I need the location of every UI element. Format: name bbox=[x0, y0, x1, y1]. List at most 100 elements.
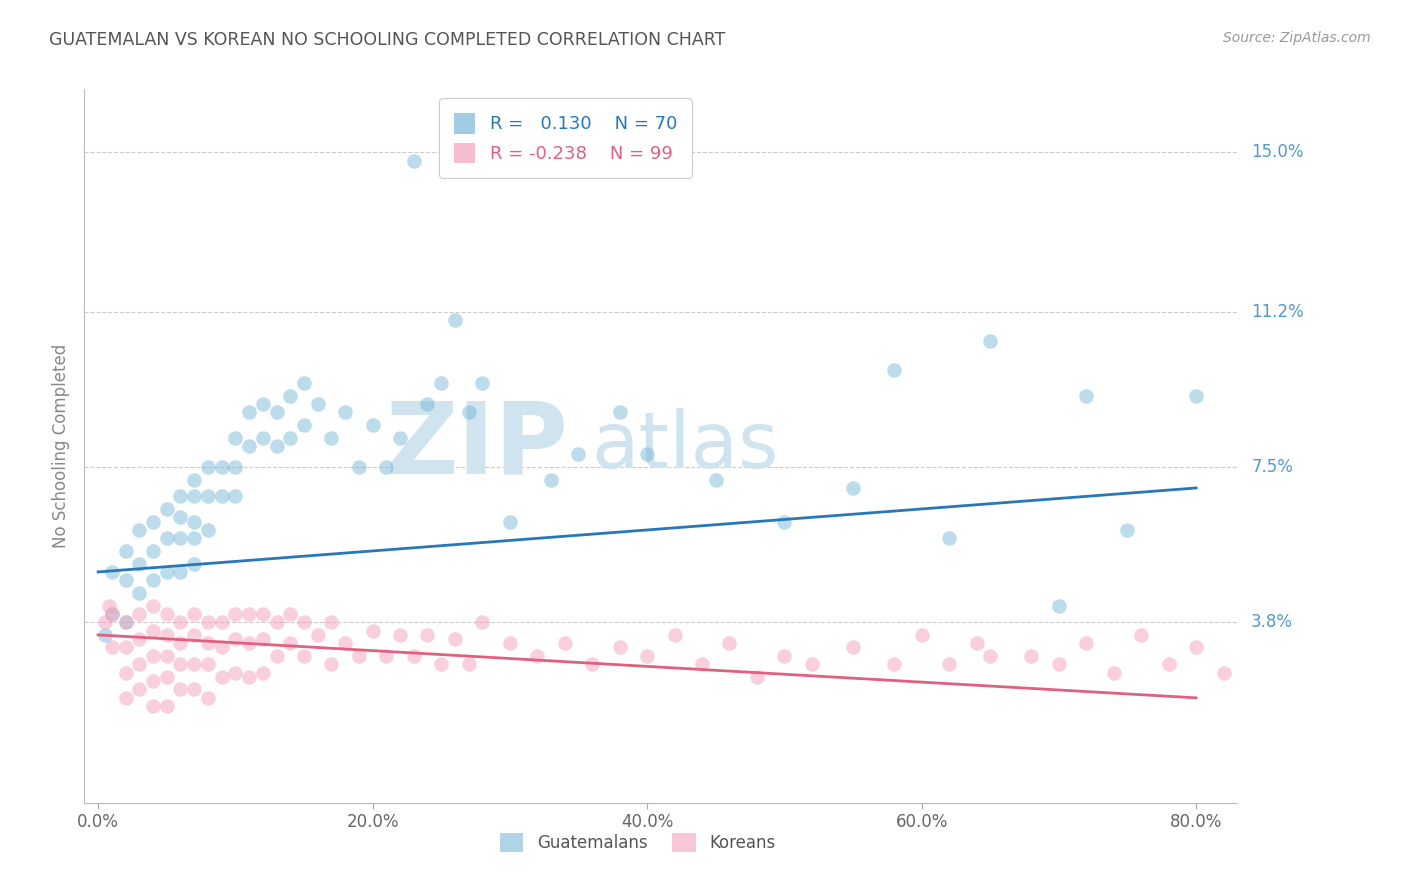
Point bbox=[142, 624, 165, 638]
Point bbox=[1212, 665, 1234, 680]
Text: atlas: atlas bbox=[592, 408, 779, 484]
Point bbox=[252, 665, 274, 680]
Point bbox=[718, 636, 741, 650]
Point bbox=[444, 632, 467, 646]
Point bbox=[224, 431, 246, 445]
Point bbox=[101, 607, 124, 621]
Point bbox=[347, 460, 370, 475]
Point bbox=[1021, 648, 1043, 663]
Point bbox=[169, 565, 191, 579]
Point bbox=[252, 431, 274, 445]
Point bbox=[664, 628, 686, 642]
Point bbox=[266, 648, 288, 663]
Point bbox=[938, 657, 960, 672]
Point bbox=[128, 682, 150, 697]
Point bbox=[347, 648, 370, 663]
Text: Source: ZipAtlas.com: Source: ZipAtlas.com bbox=[1223, 31, 1371, 45]
Point bbox=[430, 657, 453, 672]
Point bbox=[156, 502, 179, 516]
Point bbox=[389, 628, 412, 642]
Point bbox=[183, 473, 205, 487]
Point bbox=[499, 636, 522, 650]
Point bbox=[101, 565, 124, 579]
Point bbox=[567, 447, 589, 461]
Point bbox=[321, 615, 343, 630]
Point bbox=[238, 636, 260, 650]
Text: 11.2%: 11.2% bbox=[1251, 302, 1303, 321]
Point bbox=[333, 636, 356, 650]
Point bbox=[183, 557, 205, 571]
Point bbox=[142, 574, 165, 588]
Point bbox=[197, 636, 219, 650]
Point bbox=[114, 640, 136, 655]
Point bbox=[98, 599, 121, 613]
Point bbox=[169, 489, 191, 503]
Point bbox=[156, 628, 179, 642]
Point bbox=[581, 657, 603, 672]
Point bbox=[842, 481, 865, 495]
Point bbox=[1157, 657, 1180, 672]
Point bbox=[636, 648, 658, 663]
Point bbox=[142, 544, 165, 558]
Point bbox=[169, 510, 191, 524]
Point bbox=[636, 447, 658, 461]
Point bbox=[307, 397, 329, 411]
Point bbox=[1185, 389, 1208, 403]
Point bbox=[773, 648, 796, 663]
Point bbox=[156, 699, 179, 714]
Point bbox=[114, 615, 136, 630]
Point bbox=[156, 607, 179, 621]
Point bbox=[292, 648, 315, 663]
Point bbox=[211, 640, 233, 655]
Point bbox=[1295, 648, 1317, 663]
Point bbox=[1076, 636, 1098, 650]
Point bbox=[690, 657, 713, 672]
Text: 3.8%: 3.8% bbox=[1251, 614, 1294, 632]
Point bbox=[197, 523, 219, 537]
Text: ZIP: ZIP bbox=[385, 398, 568, 494]
Point bbox=[842, 640, 865, 655]
Point bbox=[499, 515, 522, 529]
Point bbox=[773, 515, 796, 529]
Point bbox=[128, 557, 150, 571]
Point bbox=[169, 532, 191, 546]
Point bbox=[402, 153, 425, 168]
Point bbox=[1116, 523, 1139, 537]
Point bbox=[1047, 657, 1070, 672]
Point bbox=[402, 648, 425, 663]
Point bbox=[375, 648, 398, 663]
Point bbox=[252, 607, 274, 621]
Point bbox=[321, 657, 343, 672]
Point bbox=[114, 665, 136, 680]
Point bbox=[430, 376, 453, 390]
Point bbox=[156, 670, 179, 684]
Point bbox=[1405, 699, 1406, 714]
Point bbox=[197, 690, 219, 705]
Point bbox=[183, 657, 205, 672]
Point bbox=[1240, 648, 1263, 663]
Point bbox=[238, 405, 260, 419]
Point bbox=[292, 615, 315, 630]
Point bbox=[1047, 599, 1070, 613]
Point bbox=[800, 657, 823, 672]
Point bbox=[266, 615, 288, 630]
Point bbox=[307, 628, 329, 642]
Y-axis label: No Schooling Completed: No Schooling Completed bbox=[52, 344, 70, 548]
Point bbox=[224, 489, 246, 503]
Point bbox=[128, 586, 150, 600]
Point bbox=[266, 439, 288, 453]
Point bbox=[169, 657, 191, 672]
Point bbox=[1267, 670, 1289, 684]
Point bbox=[128, 657, 150, 672]
Point bbox=[211, 670, 233, 684]
Point bbox=[197, 460, 219, 475]
Point bbox=[94, 615, 117, 630]
Point bbox=[361, 417, 384, 432]
Point bbox=[278, 389, 301, 403]
Point bbox=[375, 460, 398, 475]
Point bbox=[444, 313, 467, 327]
Text: 15.0%: 15.0% bbox=[1251, 143, 1303, 161]
Point bbox=[156, 648, 179, 663]
Point bbox=[183, 515, 205, 529]
Point bbox=[361, 624, 384, 638]
